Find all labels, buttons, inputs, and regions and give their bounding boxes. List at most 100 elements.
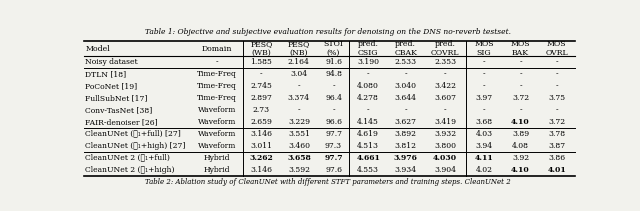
Text: 4.145: 4.145: [357, 118, 379, 126]
Text: 1.585: 1.585: [250, 58, 273, 66]
Text: 3.97: 3.97: [476, 94, 493, 102]
Text: -: -: [483, 106, 486, 114]
Text: 3.607: 3.607: [434, 94, 456, 102]
Text: 3.592: 3.592: [288, 166, 310, 174]
Text: -: -: [519, 82, 522, 90]
Text: Time-Freq: Time-Freq: [196, 82, 237, 90]
Text: 3.146: 3.146: [250, 166, 273, 174]
Text: 4.01: 4.01: [547, 166, 566, 174]
Text: -: -: [298, 82, 300, 90]
Text: -: -: [556, 106, 558, 114]
Text: 97.7: 97.7: [325, 130, 342, 138]
Text: 91.6: 91.6: [325, 58, 342, 66]
Text: 3.72: 3.72: [548, 118, 565, 126]
Text: 3.934: 3.934: [395, 166, 417, 174]
Text: pred.
CSIG: pred. CSIG: [358, 40, 379, 57]
Text: -: -: [298, 106, 300, 114]
Text: pred.
COVRL: pred. COVRL: [431, 40, 460, 57]
Text: 3.976: 3.976: [394, 154, 417, 162]
Text: 97.3: 97.3: [325, 142, 342, 150]
Text: -: -: [404, 106, 407, 114]
Text: 3.04: 3.04: [291, 70, 307, 78]
Text: -: -: [216, 58, 218, 66]
Text: 96.4: 96.4: [325, 94, 342, 102]
Text: 4.030: 4.030: [433, 154, 457, 162]
Text: -: -: [519, 58, 522, 66]
Text: 3.92: 3.92: [512, 154, 529, 162]
Text: Conv-TasNet [38]: Conv-TasNet [38]: [86, 106, 153, 114]
Text: 3.78: 3.78: [548, 130, 565, 138]
Text: -: -: [483, 82, 486, 90]
Text: PoCoNet [19]: PoCoNet [19]: [86, 82, 138, 90]
Text: 3.374: 3.374: [288, 94, 310, 102]
Text: STOI
(%): STOI (%): [324, 40, 344, 57]
Text: 3.419: 3.419: [434, 118, 456, 126]
Text: 2.745: 2.745: [250, 82, 273, 90]
Text: FullSubNet [17]: FullSubNet [17]: [86, 94, 148, 102]
Text: 3.892: 3.892: [395, 130, 417, 138]
Text: 4.278: 4.278: [357, 94, 379, 102]
Text: 2.897: 2.897: [250, 94, 273, 102]
Text: 2.659: 2.659: [250, 118, 273, 126]
Text: 4.661: 4.661: [356, 154, 380, 162]
Text: -: -: [332, 82, 335, 90]
Text: 4.08: 4.08: [512, 142, 529, 150]
Text: CleanUNet 2 (ℓ₁+full): CleanUNet 2 (ℓ₁+full): [86, 154, 170, 162]
Text: 3.94: 3.94: [476, 142, 493, 150]
Text: Model: Model: [86, 45, 110, 53]
Text: 3.812: 3.812: [395, 142, 417, 150]
Text: Table 2: Ablation study of CleanUNet with different STFT parameters and training: Table 2: Ablation study of CleanUNet wit…: [145, 178, 511, 186]
Text: 97.6: 97.6: [325, 166, 342, 174]
Text: 4.619: 4.619: [357, 130, 379, 138]
Text: 4.10: 4.10: [511, 166, 530, 174]
Text: FAIR-denoiser [26]: FAIR-denoiser [26]: [86, 118, 158, 126]
Text: Table 1: Objective and subjective evaluation results for denoising on the DNS no: Table 1: Objective and subjective evalua…: [145, 28, 511, 36]
Text: MOS
OVRL: MOS OVRL: [545, 40, 568, 57]
Text: -: -: [556, 58, 558, 66]
Text: Waveform: Waveform: [198, 106, 236, 114]
Text: -: -: [444, 106, 447, 114]
Text: -: -: [483, 70, 486, 78]
Text: MOS
SIG: MOS SIG: [474, 40, 494, 57]
Text: 3.146: 3.146: [250, 130, 273, 138]
Text: -: -: [519, 70, 522, 78]
Text: 4.02: 4.02: [476, 166, 493, 174]
Text: 3.932: 3.932: [434, 130, 456, 138]
Text: CleanUNet 2 (ℓ₁+high): CleanUNet 2 (ℓ₁+high): [86, 166, 175, 174]
Text: -: -: [260, 70, 262, 78]
Text: 4.10: 4.10: [511, 118, 530, 126]
Text: 97.7: 97.7: [324, 154, 343, 162]
Text: -: -: [444, 70, 447, 78]
Text: -: -: [332, 106, 335, 114]
Text: 96.6: 96.6: [325, 118, 342, 126]
Text: 3.800: 3.800: [434, 142, 456, 150]
Text: 2.73: 2.73: [253, 106, 270, 114]
Text: PESQ
(WB): PESQ (WB): [250, 40, 273, 57]
Text: CleanUNet (ℓ₁+high) [27]: CleanUNet (ℓ₁+high) [27]: [86, 142, 186, 150]
Text: 4.11: 4.11: [475, 154, 493, 162]
Text: 3.658: 3.658: [287, 154, 311, 162]
Text: Waveform: Waveform: [198, 118, 236, 126]
Text: Time-Freq: Time-Freq: [196, 70, 237, 78]
Text: 3.460: 3.460: [288, 142, 310, 150]
Text: 3.72: 3.72: [512, 94, 529, 102]
Text: 3.422: 3.422: [434, 82, 456, 90]
Text: 3.262: 3.262: [250, 154, 273, 162]
Text: Hybrid: Hybrid: [204, 154, 230, 162]
Text: Hybrid: Hybrid: [204, 166, 230, 174]
Text: Waveform: Waveform: [198, 130, 236, 138]
Text: -: -: [483, 58, 486, 66]
Text: Time-Freq: Time-Freq: [196, 94, 237, 102]
Text: pred.
CBAK: pred. CBAK: [394, 40, 417, 57]
Text: 2.353: 2.353: [434, 58, 456, 66]
Text: 2.533: 2.533: [395, 58, 417, 66]
Text: 3.87: 3.87: [548, 142, 565, 150]
Text: -: -: [556, 82, 558, 90]
Text: 3.011: 3.011: [250, 142, 273, 150]
Text: Waveform: Waveform: [198, 142, 236, 150]
Text: 3.68: 3.68: [476, 118, 493, 126]
Text: 3.86: 3.86: [548, 154, 565, 162]
Text: 3.229: 3.229: [288, 118, 310, 126]
Text: Noisy dataset: Noisy dataset: [86, 58, 138, 66]
Text: Domain: Domain: [202, 45, 232, 53]
